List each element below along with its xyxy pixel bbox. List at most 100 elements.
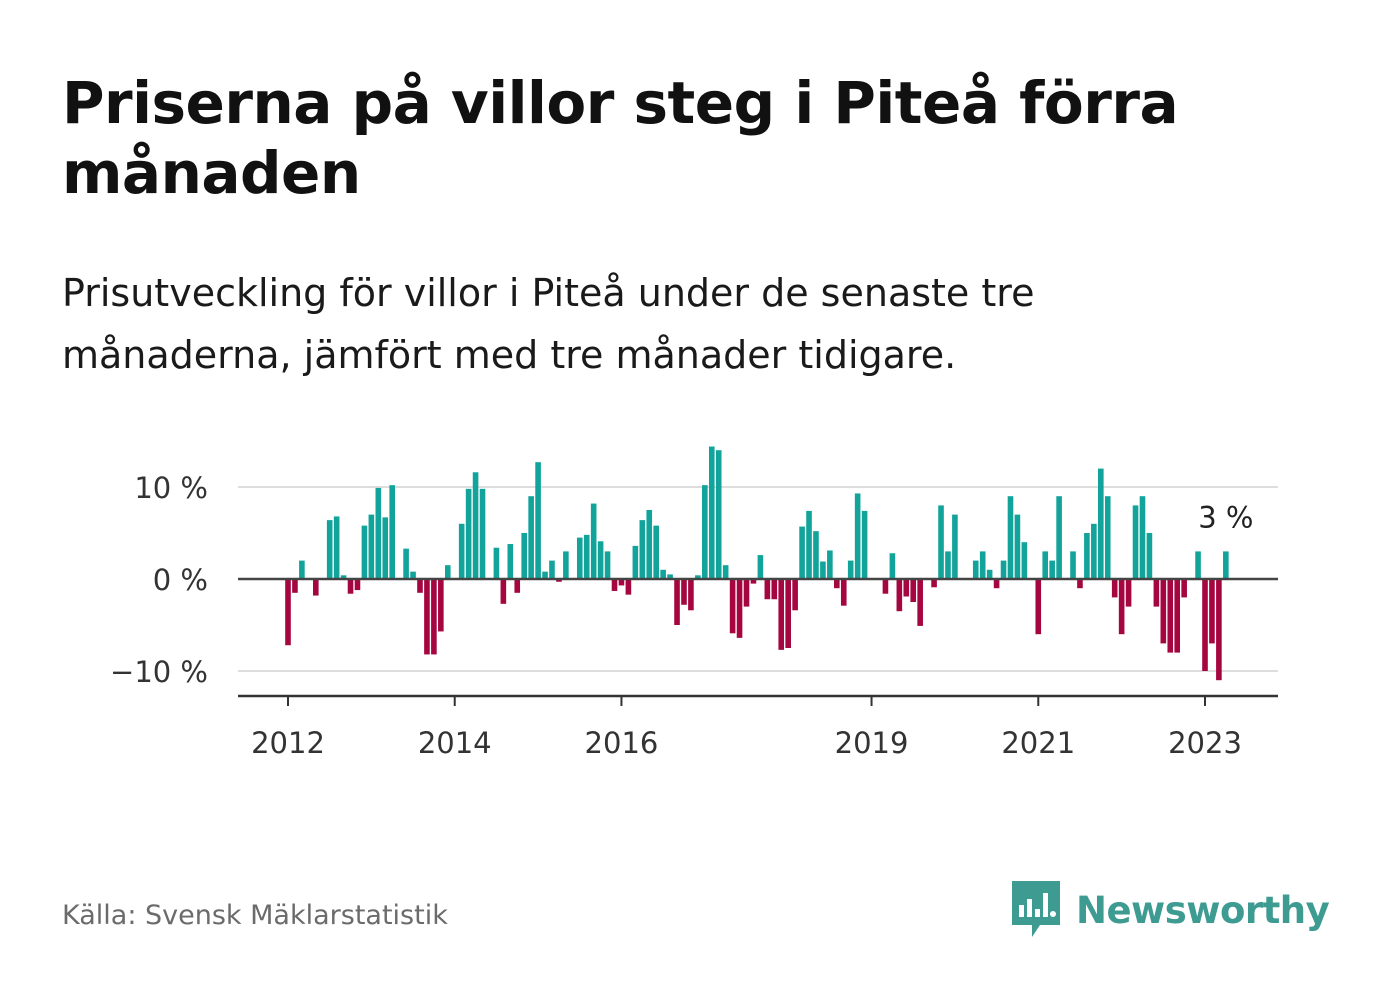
- bar: [1195, 551, 1201, 579]
- bar: [910, 579, 917, 602]
- bar: [847, 560, 854, 579]
- bar: [882, 579, 889, 594]
- bar: [1118, 579, 1125, 635]
- bar: [507, 544, 514, 579]
- bar: [736, 579, 743, 638]
- bar: [417, 579, 423, 593]
- bar: [1014, 514, 1021, 579]
- y-tick-label: −10 %: [110, 655, 208, 689]
- bar: [500, 579, 507, 604]
- bar: [1146, 533, 1153, 579]
- bar: [792, 579, 798, 611]
- bar: [903, 579, 910, 597]
- bar: [604, 551, 611, 579]
- bar: [646, 510, 653, 579]
- bar: [896, 579, 903, 612]
- last-value-annotation: 3 %: [1198, 500, 1253, 534]
- bar: [424, 579, 430, 655]
- bar: [465, 488, 472, 579]
- bar: [556, 579, 562, 582]
- bar: [688, 579, 694, 611]
- bar: [931, 579, 937, 588]
- bar: [743, 579, 750, 607]
- bar: [708, 446, 715, 579]
- bar: [528, 496, 534, 579]
- bar: [979, 551, 986, 579]
- bar: [674, 579, 680, 625]
- bar: [590, 503, 597, 579]
- bar: [285, 579, 291, 646]
- bar: [1091, 523, 1097, 579]
- bar: [493, 547, 500, 579]
- bar: [1077, 579, 1083, 589]
- bar: [1035, 579, 1042, 635]
- bar: [1209, 579, 1215, 644]
- grid-lines: [238, 486, 1278, 672]
- bar: [715, 450, 722, 579]
- bar: [521, 533, 527, 579]
- bar: [292, 579, 298, 593]
- bar: [299, 560, 305, 579]
- bar: [840, 579, 847, 606]
- bar-chart: 10 % 0 % −10 % 2012 2014 2016 2019 2021 2023 3 %: [110, 446, 1278, 760]
- bar: [1216, 579, 1222, 681]
- chart-title: Priserna på villor steg i Piteå förra må…: [62, 69, 1179, 207]
- bar: [333, 516, 340, 579]
- bar: [729, 579, 736, 634]
- bar: [1181, 579, 1187, 598]
- bar: [347, 579, 354, 594]
- bar: [917, 579, 923, 626]
- bar: [757, 555, 764, 579]
- bar: [1070, 551, 1076, 579]
- x-tick-label: 2016: [585, 726, 659, 760]
- bar: [1104, 496, 1111, 579]
- bar: [1098, 468, 1104, 579]
- bar: [986, 569, 993, 579]
- bar: [813, 531, 819, 579]
- bar: [354, 579, 361, 591]
- bar: [563, 551, 569, 579]
- bar: [1167, 579, 1174, 653]
- bars: [285, 446, 1229, 681]
- bar: [972, 560, 979, 579]
- bar: [597, 541, 604, 579]
- bar: [368, 514, 375, 579]
- bar: [403, 548, 409, 579]
- y-tick-label: 0 %: [153, 563, 208, 597]
- bar: [681, 579, 687, 605]
- bar: [1111, 579, 1118, 598]
- logo-text: Newsworthy: [1076, 888, 1330, 932]
- bar: [549, 560, 555, 579]
- bar: [312, 579, 319, 596]
- x-tick-label: 2014: [418, 726, 492, 760]
- bar: [1084, 533, 1090, 579]
- bar: [945, 551, 951, 579]
- bar: [444, 565, 451, 579]
- bar: [361, 525, 368, 579]
- bar: [1139, 496, 1146, 579]
- bar: [1223, 551, 1229, 579]
- bar: [618, 579, 625, 586]
- x-tick-label: 2021: [1001, 726, 1075, 760]
- y-tick-label: 10 %: [134, 471, 208, 505]
- bar: [375, 487, 382, 579]
- bar: [653, 525, 659, 579]
- bar: [799, 526, 805, 579]
- axes: [238, 577, 1278, 706]
- bar: [535, 462, 541, 579]
- bar: [806, 510, 812, 579]
- bar: [861, 510, 868, 579]
- bar: [938, 505, 944, 579]
- bar: [431, 579, 437, 655]
- bar: [514, 579, 521, 593]
- bar: [1125, 579, 1132, 607]
- x-tick-label: 2023: [1168, 726, 1242, 760]
- bar: [993, 579, 1000, 589]
- source-note: Källa: Svensk Mäklarstatistik: [62, 900, 448, 931]
- bar: [1042, 551, 1049, 579]
- bar: [771, 579, 778, 600]
- bar: [1049, 560, 1055, 579]
- bar: [611, 579, 618, 591]
- bar: [479, 488, 486, 579]
- bar: [834, 579, 840, 589]
